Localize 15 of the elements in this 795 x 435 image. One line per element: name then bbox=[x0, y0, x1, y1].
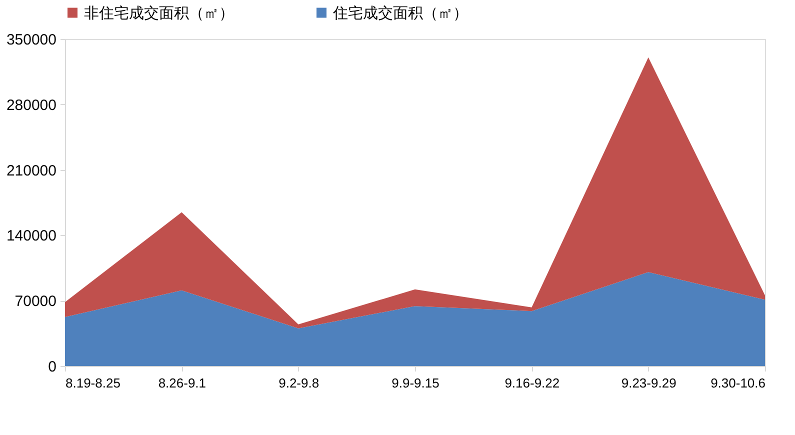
legend-label: 非住宅成交面积（㎡） bbox=[84, 4, 234, 22]
x-tick-label: 9.2-9.8 bbox=[278, 376, 320, 390]
y-tick-label: 210000 bbox=[6, 162, 56, 180]
x-tick-label: 8.19-8.25 bbox=[66, 376, 120, 390]
x-tick-label: 9.9-9.15 bbox=[392, 376, 440, 390]
legend-label: 住宅成交面积（㎡） bbox=[332, 4, 468, 22]
x-tick-label: 9.23-9.29 bbox=[621, 376, 676, 390]
x-tick-label: 9.16-9.22 bbox=[504, 376, 560, 390]
y-tick-label: 350000 bbox=[6, 32, 56, 48]
y-tick-label: 140000 bbox=[6, 228, 56, 245]
y-tick-label: 0 bbox=[48, 358, 56, 376]
y-tick-label: 280000 bbox=[6, 96, 56, 114]
x-tick-label: 9.30-10.6 bbox=[710, 376, 766, 390]
y-tick-label: 70000 bbox=[14, 293, 56, 310]
x-tick-label: 8.26-9.1 bbox=[158, 376, 206, 390]
